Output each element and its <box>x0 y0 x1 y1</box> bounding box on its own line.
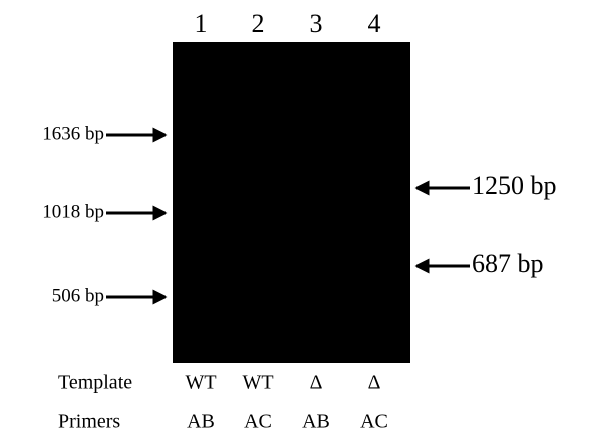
gel <box>173 42 410 363</box>
lane-number: 2 <box>252 9 265 38</box>
row-cell: AB <box>302 411 330 433</box>
row-label: Primers <box>58 411 120 433</box>
row-label: Template <box>58 372 132 394</box>
row-cell: AC <box>360 411 388 433</box>
marker-label: 687 bp <box>472 249 544 278</box>
lane-number: 4 <box>368 9 381 38</box>
marker-label: 1018 bp <box>42 201 104 222</box>
row-cell: Δ <box>368 372 381 394</box>
row-cell: WT <box>242 372 273 394</box>
marker-label: 1250 bp <box>472 171 557 200</box>
marker-label: 506 bp <box>52 285 104 306</box>
row-cell: AC <box>244 411 272 433</box>
lane-number: 3 <box>310 9 323 38</box>
row-cell: WT <box>185 372 216 394</box>
marker-label: 1636 bp <box>42 123 104 144</box>
row-cell: AB <box>187 411 215 433</box>
lane-number: 1 <box>195 9 208 38</box>
figure: 1 2 3 4 1636 bp 1018 bp 506 bp 1250 bp 687 bp Tem… <box>0 0 599 438</box>
row-cell: Δ <box>310 372 323 394</box>
